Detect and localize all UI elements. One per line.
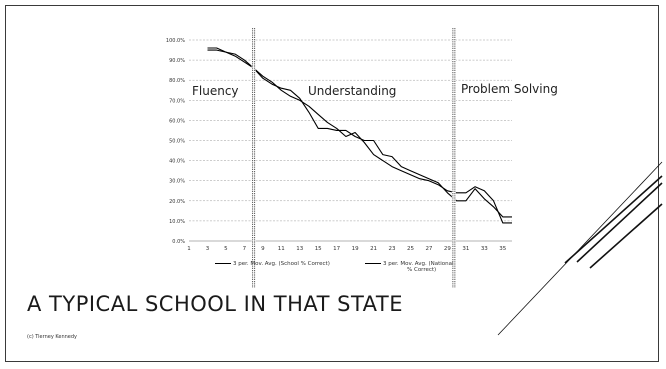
y-tick-label: 80.0% [169, 78, 185, 84]
y-tick-label: 60.0% [169, 118, 185, 124]
y-tick-label: 30.0% [169, 179, 185, 185]
x-tick-label: 5 [224, 246, 228, 252]
slide-frame [5, 5, 659, 362]
x-tick-label: 25 [407, 246, 414, 252]
footer-credit: (c) Tierney Kennedy [27, 334, 78, 340]
x-tick-label: 21 [370, 246, 377, 252]
y-tick-label: 40.0% [169, 159, 185, 165]
slide-title: A TYPICAL SCHOOL IN THAT STATE [27, 292, 403, 316]
zone-label-fluency: Fluency [192, 84, 239, 98]
x-tick-label: 9 [261, 246, 265, 252]
y-tick-label: 50.0% [169, 139, 185, 145]
y-tick-label: 0.0% [172, 239, 185, 245]
x-tick-label: 15 [315, 246, 322, 252]
x-tick-label: 35 [499, 246, 506, 252]
series-line-national [207, 49, 512, 224]
x-tick-label: 29 [444, 246, 451, 252]
x-tick-label: 1 [187, 246, 191, 252]
y-tick-label: 10.0% [169, 219, 185, 225]
legend-entry: 3 per. Mov. Avg. (School % Correct) [233, 261, 330, 267]
zone-label-understanding: Understanding [308, 84, 397, 98]
x-tick-label: 31 [462, 246, 469, 252]
y-tick-label: 90.0% [169, 58, 185, 64]
x-tick-label: 11 [278, 246, 285, 252]
zone-label-problem-solving: Problem Solving [461, 82, 558, 96]
series-line-school [207, 47, 512, 218]
decorative-diagonal-line [564, 175, 663, 264]
decorative-diagonal-line [576, 182, 663, 263]
legend-entry: 3 per. Mov. Avg. (National% Correct) [383, 261, 454, 273]
x-tick-label: 33 [481, 246, 488, 252]
x-tick-label: 7 [243, 246, 247, 252]
x-tick-label: 27 [425, 246, 432, 252]
x-tick-label: 23 [389, 246, 396, 252]
x-tick-label: 13 [296, 246, 303, 252]
x-tick-label: 3 [206, 246, 210, 252]
x-tick-label: 17 [333, 246, 340, 252]
y-tick-label: 70.0% [169, 98, 185, 104]
decorative-diagonal-line [589, 203, 663, 269]
x-tick-label: 19 [352, 246, 359, 252]
y-tick-label: 100.0% [166, 38, 185, 44]
y-tick-label: 20.0% [169, 199, 185, 205]
